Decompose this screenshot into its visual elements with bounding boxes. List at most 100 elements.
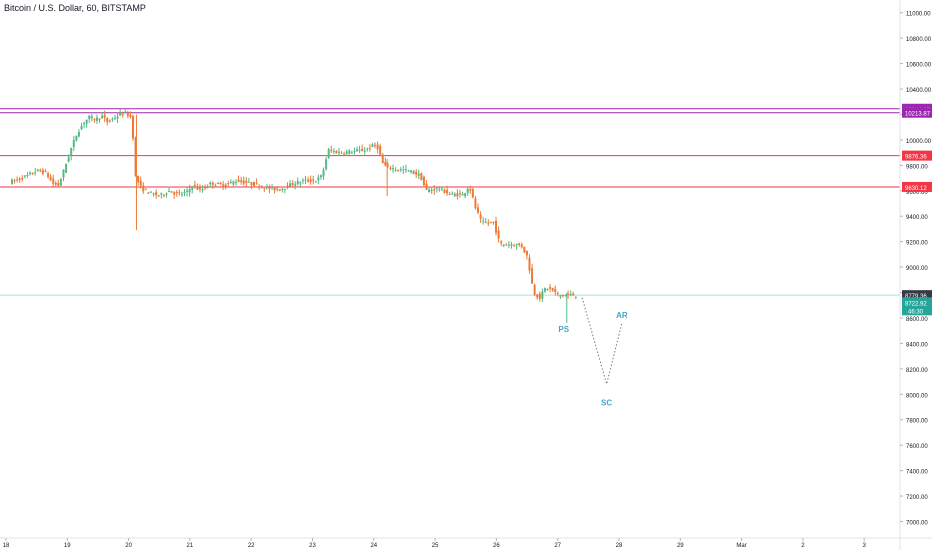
candle [59, 177, 62, 188]
candle [31, 172, 34, 175]
candle-body [371, 144, 374, 148]
candle [206, 184, 209, 189]
candle [165, 192, 168, 198]
candle-body [88, 115, 91, 120]
candle [175, 190, 178, 197]
candle-body [124, 111, 127, 113]
candle-body [170, 191, 173, 193]
candle [186, 186, 189, 197]
current-price-badge-bg [902, 290, 932, 301]
candle-body [111, 118, 114, 120]
candle-body [374, 145, 377, 147]
candle-body [353, 150, 356, 152]
level-badge-label: 9630.12 [905, 186, 927, 192]
candle-body [404, 168, 407, 171]
candle-body [65, 163, 68, 173]
candle [466, 187, 469, 196]
level-badge-3: 9630.12 [902, 181, 932, 192]
candle [368, 144, 371, 152]
candle-body [543, 288, 546, 292]
candle [180, 191, 183, 198]
candle [337, 147, 340, 156]
time-tick-label: 21 [187, 543, 194, 549]
candle [430, 186, 433, 195]
candle [258, 184, 261, 191]
candle [39, 168, 42, 173]
candle [469, 185, 472, 194]
candle [80, 122, 83, 131]
candle [13, 178, 16, 184]
candle-body [312, 179, 315, 181]
candle-body [106, 118, 109, 123]
candle-body [317, 177, 320, 181]
candle-body [397, 169, 400, 171]
candle-body [255, 182, 258, 184]
candle [479, 211, 482, 223]
candle-body [191, 187, 194, 190]
candle [433, 185, 436, 195]
candle-body [178, 192, 181, 194]
candle [513, 243, 516, 247]
candle-body [518, 243, 521, 245]
price-tick-label: 11000.00 [906, 12, 931, 18]
candle [471, 188, 474, 199]
candle [204, 184, 207, 191]
candle-body [234, 181, 237, 183]
candle-body [13, 180, 16, 182]
candle [394, 167, 397, 172]
candle [435, 187, 438, 193]
candle-body [129, 114, 132, 117]
time-axis[interactable]: 18 19 20 21 22 23 24 25 26 27 28 29 Mar 2 3 [0, 537, 932, 549]
candle-body [219, 182, 222, 185]
candle-body [569, 294, 572, 296]
candle [281, 187, 284, 193]
time-tick-label: 3 [863, 543, 867, 549]
candle-body [330, 149, 333, 151]
price-tick-label: 8200.00 [906, 368, 928, 374]
candle [510, 241, 513, 249]
level-badge-label: 9876.36 [905, 155, 927, 161]
level-badge-1: 10213.87 [902, 107, 932, 118]
candle [242, 176, 245, 186]
candle [129, 111, 132, 119]
candle-body [175, 191, 178, 194]
candle [340, 150, 343, 154]
candle [247, 177, 250, 183]
candle-body [443, 189, 446, 193]
candle [245, 177, 248, 187]
candle [458, 190, 461, 198]
candle [523, 246, 526, 254]
candle-body [417, 173, 420, 176]
candle [531, 264, 534, 284]
candle-body [47, 173, 50, 177]
candle-body [113, 118, 116, 120]
candle-body [325, 159, 328, 170]
price-axis[interactable]: 11000.0010800.0010600.0010400.0010200.00… [899, 0, 932, 550]
candle-body [345, 151, 348, 154]
candle [162, 193, 165, 198]
candle-body [366, 148, 369, 150]
candle [572, 291, 575, 296]
candle [93, 118, 96, 123]
candle-body [168, 190, 171, 192]
candle-body [240, 180, 243, 182]
candle [95, 114, 98, 125]
candle-body [186, 190, 189, 192]
candle [34, 168, 37, 176]
candle-body [95, 117, 98, 121]
candle-body [70, 148, 73, 157]
candle-body [458, 193, 461, 195]
candle-body [384, 162, 387, 166]
candle-body [62, 169, 65, 178]
candle-body [561, 295, 564, 297]
candle [515, 243, 518, 250]
candle-body [392, 168, 395, 170]
candle [72, 136, 75, 152]
candle-body [36, 169, 39, 171]
candle [75, 135, 78, 142]
candle [144, 188, 147, 190]
candle [482, 216, 485, 225]
candle [440, 186, 443, 192]
candle-body [160, 193, 163, 195]
